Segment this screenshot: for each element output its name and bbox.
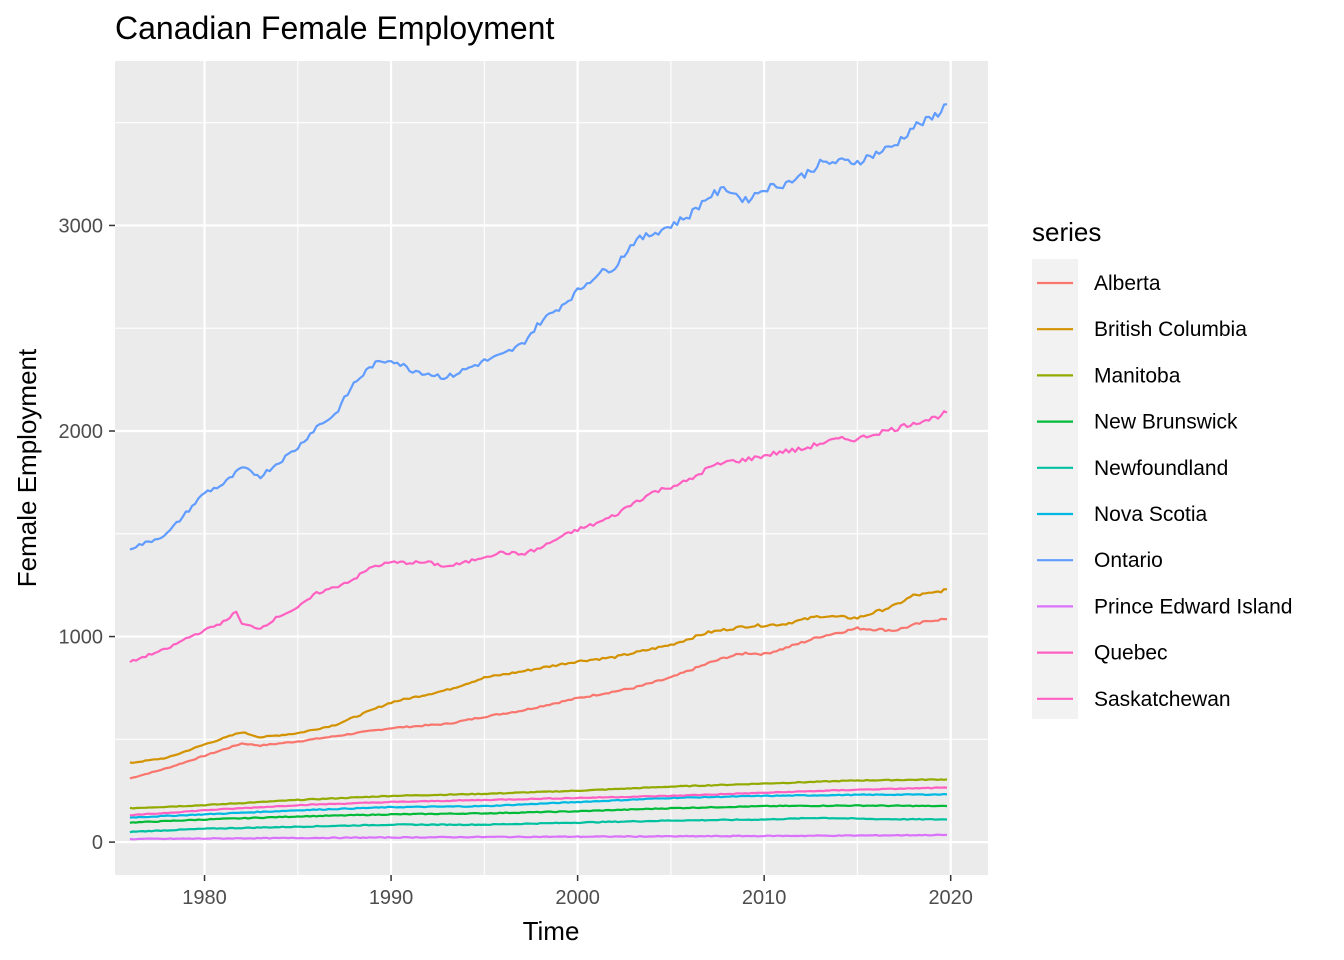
series-line-nova-scotia	[129, 792, 948, 819]
legend: series Alberta British Columbia Manitoba Ne…	[1032, 217, 1292, 719]
series-line-quebec	[129, 410, 948, 664]
legend-label: New Brunswick	[1094, 411, 1238, 434]
x-axis: 1980 1990 2000 2010 2020	[182, 875, 973, 909]
legend-label: Manitoba	[1094, 364, 1181, 387]
y-tick-label: 3000	[59, 215, 104, 237]
legend-label: Alberta	[1094, 272, 1161, 295]
legend-label: Ontario	[1094, 549, 1163, 572]
y-axis-title: Female Employment	[12, 348, 42, 587]
y-tick-label: 2000	[59, 421, 104, 443]
y-tick-label: 1000	[59, 627, 104, 649]
legend-key-background	[1032, 259, 1078, 719]
x-tick-label: 2000	[555, 887, 600, 909]
series-line-british-columbia	[129, 588, 948, 764]
series-lines	[129, 103, 948, 841]
series-line-new-brunswick	[129, 804, 948, 824]
series-line-ontario	[129, 103, 948, 551]
legend-label: Newfoundland	[1094, 457, 1228, 480]
x-tick-label: 1980	[182, 887, 227, 909]
series-line-prince-edward-island	[129, 833, 948, 841]
major-gridlines	[115, 61, 988, 875]
chart-title: Canadian Female Employment	[115, 10, 554, 46]
legend-label: Nova Scotia	[1094, 503, 1208, 526]
y-axis: 0 1000 2000 3000	[59, 215, 115, 854]
series-line-manitoba	[129, 778, 948, 810]
legend-label: Prince Edward Island	[1094, 595, 1292, 618]
x-tick-label: 2020	[928, 887, 973, 909]
legend-label: Saskatchewan	[1094, 688, 1231, 711]
minor-gridlines	[115, 61, 988, 875]
legend-title: series	[1032, 217, 1101, 247]
legend-items: Alberta British Columbia Manitoba New Bruns…	[1037, 272, 1292, 711]
series-line-newfoundland	[129, 816, 948, 834]
legend-label: Quebec	[1094, 642, 1168, 665]
legend-label: British Columbia	[1094, 318, 1247, 341]
x-axis-title: Time	[523, 916, 580, 946]
series-line-saskatchewan	[129, 786, 948, 817]
y-tick-label: 0	[92, 832, 103, 854]
series-line-alberta	[129, 617, 947, 780]
x-tick-label: 1990	[369, 887, 414, 909]
x-tick-label: 2010	[742, 887, 787, 909]
